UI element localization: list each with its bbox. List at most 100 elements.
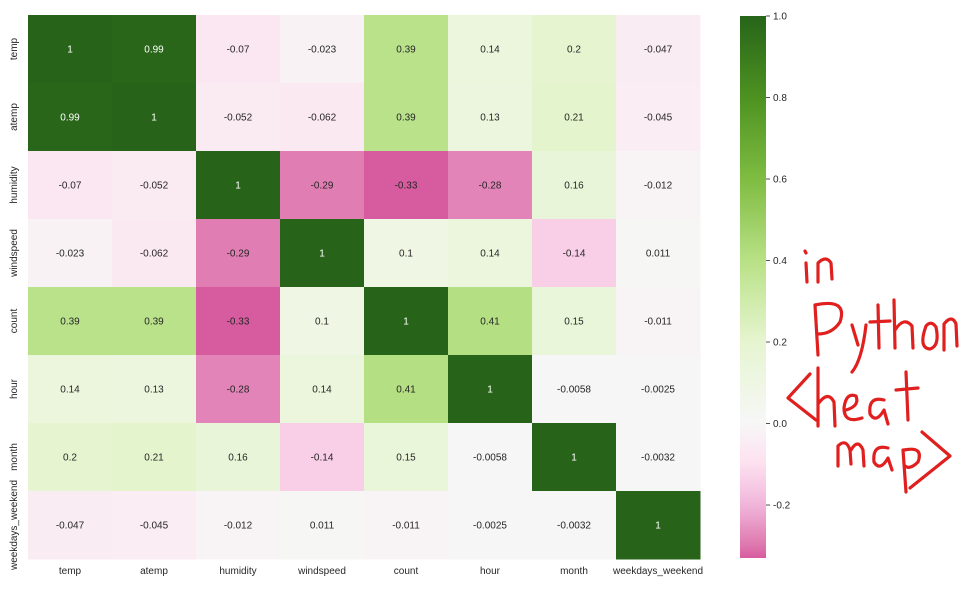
cell-value-label: 0.14: [480, 249, 500, 260]
y-tick-label: hour: [9, 378, 20, 399]
heatmap-cell: [112, 287, 197, 356]
cell-value-label: -0.052: [224, 113, 253, 124]
cell-value-label: -0.0025: [473, 521, 507, 532]
heatmap-cells: 1 0.99 -0.07 -0.023 0.39 0.14 0.2 -0.047 0.99 1 -0…: [28, 15, 701, 560]
annotation-stroke-t: [868, 303, 892, 350]
x-tick-label: hour: [480, 566, 501, 577]
cell-value-label: 0.21: [144, 453, 164, 464]
cell-value-label: -0.062: [140, 249, 169, 260]
y-tick-label: humidity: [9, 166, 20, 203]
annotation-stroke-a: [868, 397, 890, 426]
cell-value-label: 0.15: [564, 317, 584, 328]
cell-value-label: 1: [487, 385, 493, 396]
heatmap-cell: [616, 423, 701, 492]
cell-value-label: 1: [67, 45, 73, 56]
cell-value-label: -0.011: [644, 317, 672, 328]
heatmap-cell: [28, 83, 113, 152]
heatmap-cell: [280, 423, 365, 492]
heatmap-cell: [364, 151, 449, 220]
heatmap-cell: [448, 423, 533, 492]
cell-value-label: -0.023: [308, 45, 337, 56]
heatmap-cell: [28, 491, 113, 560]
cell-value-label: 0.39: [396, 45, 416, 56]
heatmap-cell: [28, 151, 113, 220]
cell-value-label: 0.39: [60, 317, 80, 328]
cell-value-label: -0.052: [140, 181, 169, 192]
cell-value-label: -0.29: [227, 249, 250, 260]
cell-value-label: 0.2: [567, 45, 581, 56]
cell-value-label: -0.0032: [641, 453, 675, 464]
cell-value-label: -0.047: [644, 45, 673, 56]
annotation-stroke-h: [892, 298, 915, 350]
heatmap-cell: [532, 355, 617, 424]
x-tick-label: weekdays_weekend: [612, 566, 703, 577]
x-tick-label: temp: [59, 566, 82, 577]
annotation-stroke-e: [842, 393, 864, 422]
heatmap-cell: [112, 423, 197, 492]
cell-value-label: 1: [319, 249, 325, 260]
cell-value-label: 0.39: [144, 317, 164, 328]
cell-value-label: 0.15: [396, 453, 416, 464]
heatmap-cell: [448, 287, 533, 356]
cell-value-label: 0.1: [399, 249, 413, 260]
heatmap-cell: [196, 15, 281, 84]
y-tick-label: weekdays_weekend: [9, 480, 20, 571]
colorbar-tick-label: 1.0: [773, 12, 787, 23]
colorbar-tick-label: 0.6: [773, 175, 787, 186]
annotation-stroke-lt: [786, 372, 818, 422]
cell-value-label: 0.14: [312, 385, 332, 396]
heatmap-cell: [448, 83, 533, 152]
heatmap-cell: [112, 355, 197, 424]
heatmap-cell: [28, 287, 113, 356]
cell-value-label: 0.011: [310, 521, 335, 532]
annotation-stroke-h2: [816, 366, 837, 428]
heatmap-cell: [196, 355, 281, 424]
heatmap-cell: [112, 219, 197, 288]
cell-value-label: -0.0032: [557, 521, 591, 532]
heatmap-cell: [364, 423, 449, 492]
cell-value-label: -0.14: [311, 453, 334, 464]
cell-value-label: -0.29: [311, 181, 334, 192]
cell-value-label: -0.045: [644, 113, 673, 124]
heatmap-cell: [532, 83, 617, 152]
cell-value-label: 0.13: [144, 385, 164, 396]
heatmap-cell: [112, 83, 197, 152]
annotation-stroke-y: [850, 323, 868, 374]
heatmap-cell: [196, 219, 281, 288]
annotation-stroke-i: [804, 261, 809, 284]
heatmap-cell: [280, 287, 365, 356]
cell-value-label: 0.14: [480, 45, 500, 56]
cell-value-label: -0.011: [392, 521, 420, 532]
heatmap-cell: [616, 219, 701, 288]
heatmap-cell: [364, 219, 449, 288]
heatmap-cell: [112, 151, 197, 220]
y-tick-label: windspeed: [9, 229, 20, 278]
cell-value-label: 1: [403, 317, 409, 328]
x-tick-label: atemp: [140, 566, 168, 577]
annotation-stroke-t2: [894, 370, 920, 422]
annotation-stroke-gt: [908, 430, 952, 490]
cell-value-label: 1: [235, 181, 241, 192]
cell-value-label: 1: [571, 453, 577, 464]
cell-value-label: 0.41: [396, 385, 416, 396]
heatmap-cell: [196, 151, 281, 220]
heatmap-cell: [28, 15, 113, 84]
cell-value-label: 0.2: [63, 453, 77, 464]
heatmap-cell: [280, 15, 365, 84]
cell-value-label: -0.28: [227, 385, 250, 396]
annotation-stroke-a2: [872, 445, 894, 472]
heatmap-cell: [112, 491, 197, 560]
cell-value-label: 0.011: [646, 249, 671, 260]
heatmap-cell: [532, 15, 617, 84]
cell-value-label: 0.1: [315, 317, 329, 328]
heatmap-cell: [616, 83, 701, 152]
heatmap-cell: [280, 151, 365, 220]
heatmap-cell: [364, 287, 449, 356]
cell-value-label: -0.33: [227, 317, 250, 328]
heatmap-cell: [28, 219, 113, 288]
x-tick-label: month: [560, 566, 588, 577]
cell-value-label: -0.0025: [641, 385, 675, 396]
cell-value-label: 0.16: [564, 181, 584, 192]
cell-value-label: 0.21: [564, 113, 584, 124]
